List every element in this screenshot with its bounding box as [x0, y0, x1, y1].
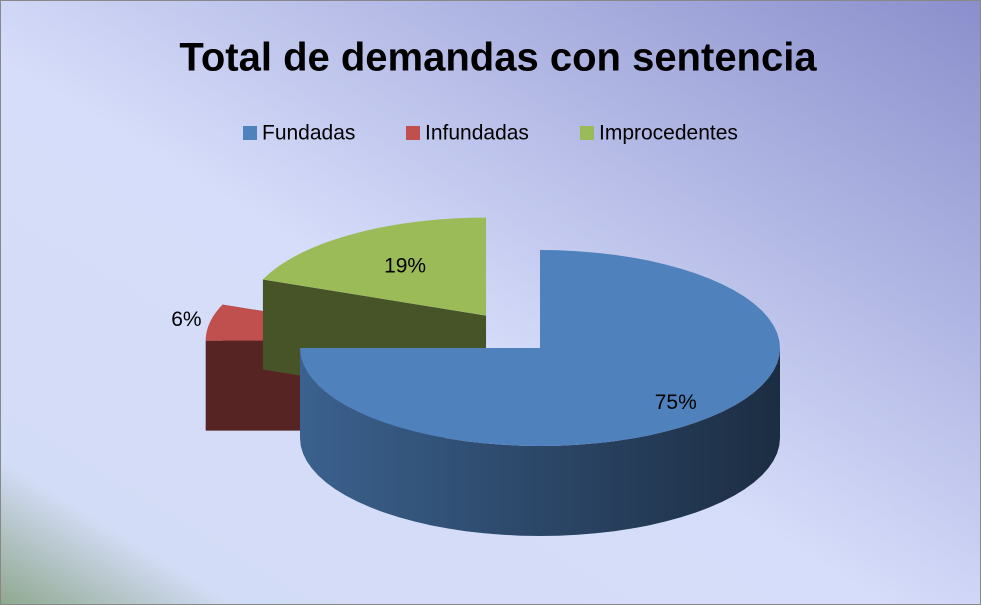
legend-swatch — [243, 126, 257, 140]
pie: 75% 6% 19% — [171, 217, 780, 536]
legend-label: Improcedentes — [599, 122, 738, 145]
data-label: 19% — [384, 254, 426, 277]
legend-swatch — [580, 126, 594, 140]
data-label: 75% — [655, 391, 697, 414]
pie-slice — [300, 250, 780, 536]
chart-title: Total de demandas con sentencia — [179, 36, 817, 80]
slice-side — [300, 348, 780, 536]
legend: Fundadas Infundadas Improcedentes — [243, 122, 738, 145]
legend-label: Infundadas — [425, 122, 529, 145]
legend-swatch — [406, 126, 420, 140]
slice-top — [300, 250, 780, 446]
legend-label: Fundadas — [262, 122, 355, 145]
data-label: 6% — [171, 308, 201, 331]
slice-top — [262, 217, 487, 316]
